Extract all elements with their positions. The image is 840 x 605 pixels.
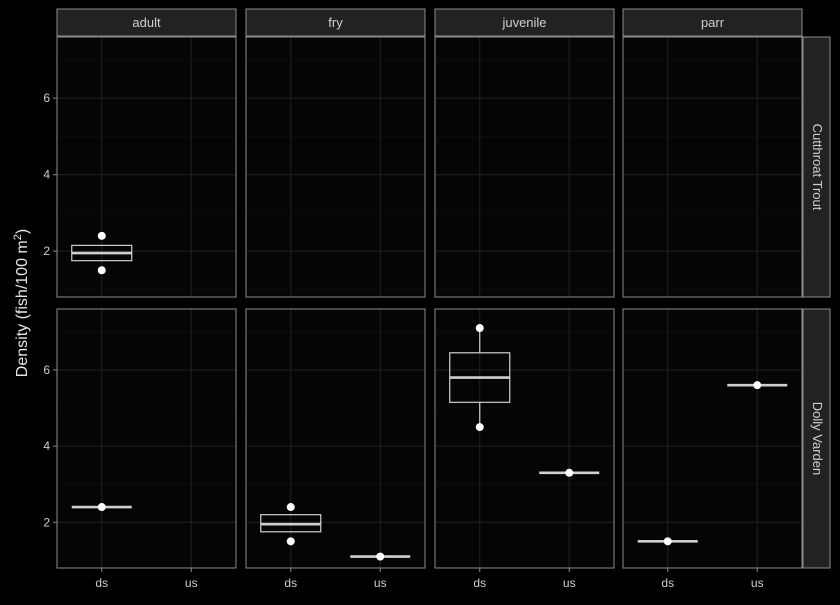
y-tick-label: 2 (43, 244, 50, 258)
row-strip-label-cutthroat-trout: Cutthroat Trout (810, 124, 825, 211)
box-parr-ds (637, 537, 698, 546)
x-tick-label: ds (95, 576, 108, 590)
y-tick-label: 4 (43, 168, 50, 182)
panel-background (435, 309, 614, 568)
y-tick-label: 2 (43, 515, 50, 529)
x-tick-label: ds (284, 576, 297, 590)
data-point (286, 537, 295, 546)
col-strip-label-adult: adult (132, 15, 161, 30)
y-axis-label: Density (fish/100 m2) (12, 229, 31, 377)
box-adult-ds (71, 231, 133, 275)
y-tick-label: 6 (43, 363, 50, 377)
data-point (565, 468, 574, 477)
col-strip-fry (245, 8, 426, 37)
data-point (475, 423, 484, 432)
col-strip-label-juvenile: juvenile (501, 15, 546, 30)
panel-border (245, 36, 426, 298)
panel-background (623, 309, 802, 568)
col-strip-label-fry: fry (328, 15, 343, 30)
box-parr-us (727, 381, 788, 390)
box-juvenile-us (539, 468, 600, 477)
col-strip-adult (56, 8, 237, 37)
panel-background (57, 309, 236, 568)
panel-border (434, 308, 615, 569)
x-tick-label: ds (473, 576, 486, 590)
data-point (286, 503, 295, 512)
y-tick-label: 6 (43, 91, 50, 105)
panel-background (246, 309, 425, 568)
data-point (475, 324, 484, 333)
panel-border (56, 308, 237, 569)
x-tick-label: us (751, 576, 764, 590)
y-tick-label: 4 (43, 439, 50, 453)
x-tick-label: us (563, 576, 576, 590)
box-adult-ds (71, 503, 132, 512)
row-strip-dolly-varden (802, 308, 831, 569)
panel-background (57, 37, 236, 297)
panel-border (56, 36, 237, 298)
row-strip-cutthroat-trout (802, 36, 831, 298)
x-tick-label: ds (661, 576, 674, 590)
panel-border (622, 308, 803, 569)
data-point (753, 381, 762, 390)
x-tick-label: us (374, 576, 387, 590)
row-strip-label-dolly-varden: Dolly Varden (810, 402, 825, 475)
panel-border (622, 36, 803, 298)
data-point (663, 537, 672, 546)
col-strip-parr (622, 8, 803, 37)
box-fry-ds (260, 503, 322, 546)
facet-panels: adult fry juvenile parr Cutthroat Trout Dolly… (43, 8, 831, 590)
panel-background (246, 37, 425, 297)
col-strip-label-parr: parr (701, 15, 725, 30)
data-point (97, 231, 106, 240)
col-strip-juvenile (434, 8, 615, 37)
data-point (97, 266, 106, 275)
panel-border (245, 308, 426, 569)
data-point (97, 503, 106, 512)
box-fry-us (350, 552, 411, 561)
panel-background (623, 37, 802, 297)
data-point (376, 552, 385, 561)
x-tick-label: us (185, 576, 198, 590)
box-juvenile-ds (449, 324, 511, 432)
panel-background (435, 37, 614, 297)
panel-border (434, 36, 615, 298)
